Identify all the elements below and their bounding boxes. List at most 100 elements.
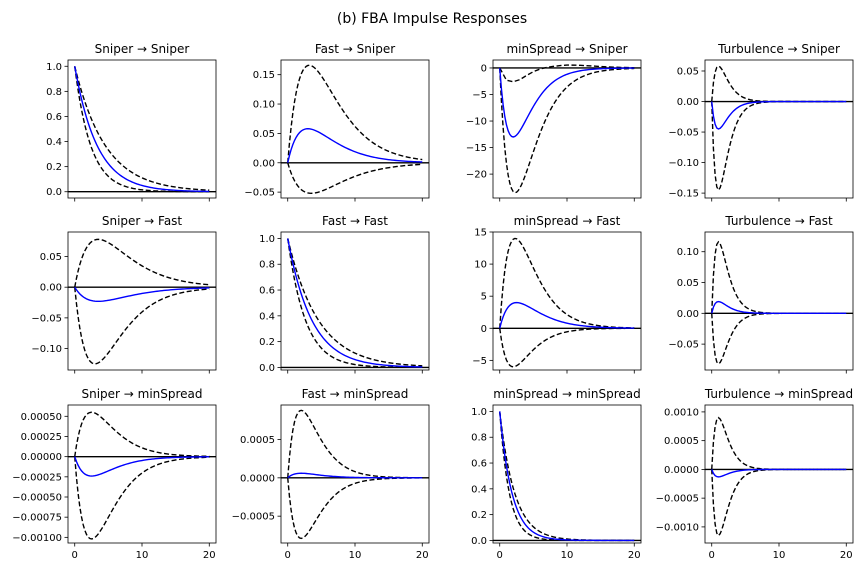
- y-tick-label: 0.00000: [21, 452, 62, 463]
- y-tick-label: 0.8: [471, 433, 487, 444]
- lower-band-line: [499, 67, 635, 194]
- y-tick-label: 0.10: [253, 100, 275, 111]
- irf-line: [711, 100, 847, 130]
- y-tick-label: 0.0005: [664, 436, 699, 447]
- y-tick-label: 0.0005: [240, 435, 275, 446]
- x-tick-label: 20: [203, 550, 216, 561]
- y-tick-label: 5: [481, 292, 487, 303]
- y-tick-label: 0.00025: [21, 432, 62, 443]
- irf-line: [74, 66, 210, 193]
- plot-frame: [492, 404, 642, 544]
- irf-panel-5: Sniper → Fast −0.10 −0.05 0.00 0.05: [31, 214, 217, 374]
- upper-band-line: [711, 416, 847, 471]
- y-tick-label: 0.05: [677, 278, 699, 289]
- panel-title: Fast → Fast: [322, 214, 388, 228]
- upper-band-line: [74, 411, 210, 458]
- lower-band-line: [499, 327, 635, 368]
- lower-band-line: [711, 468, 847, 537]
- x-tick-label: 0: [709, 550, 715, 561]
- panel-title: Turbulence → minSpread: [704, 387, 853, 401]
- y-tick-label: 1.0: [46, 62, 62, 73]
- irf-line: [499, 411, 635, 542]
- y-tick-label: 0.00: [677, 309, 699, 320]
- irf-panel-10: Fast → minSpread −0.0005 0.0000 0.0005 0 10 20: [232, 387, 430, 561]
- panel-title: minSpread → minSpread: [493, 387, 640, 401]
- y-tick-label: 0.0: [471, 536, 487, 547]
- y-tick-label: −0.0005: [656, 494, 699, 505]
- upper-band-line: [711, 65, 847, 103]
- x-tick-label: 10: [349, 550, 362, 561]
- panel-title: Fast → minSpread: [302, 387, 409, 401]
- y-tick-label: −0.05: [244, 188, 275, 199]
- plot-frame: [492, 231, 642, 371]
- y-tick-label: −0.0010: [656, 522, 699, 533]
- y-tick-label: 0.0010: [664, 407, 699, 418]
- y-tick-label: −0.00075: [12, 513, 62, 524]
- plot-frame: [704, 231, 854, 371]
- lower-band-line: [74, 66, 210, 193]
- y-tick-label: −0.0005: [232, 512, 275, 523]
- y-tick-label: 0.6: [471, 459, 487, 470]
- y-tick-label: 0.15: [253, 70, 275, 81]
- y-tick-label: 0.05: [677, 66, 699, 77]
- panel-title: Sniper → Sniper: [95, 42, 190, 56]
- y-tick-label: 0.4: [259, 311, 275, 322]
- y-tick-label: 0.4: [46, 137, 62, 148]
- y-tick-label: 0.00050: [21, 412, 62, 423]
- y-tick-label: −10: [466, 117, 487, 128]
- y-tick-label: 0.8: [259, 260, 275, 271]
- x-tick-label: 20: [840, 550, 853, 561]
- y-tick-label: −20: [466, 170, 487, 181]
- y-tick-label: −0.10: [31, 344, 62, 355]
- lower-band-line: [711, 312, 847, 365]
- plot-frame: [67, 404, 217, 544]
- y-tick-label: −15: [466, 143, 487, 154]
- irf-line: [287, 238, 423, 368]
- y-tick-label: 0.05: [253, 129, 275, 140]
- irf-panel-4: Turbulence → Sniper −0.15 −0.10 −0.05 0.00 0.…: [668, 42, 854, 202]
- panel-title: minSpread → Fast: [514, 214, 621, 228]
- x-tick-label: 0: [497, 550, 503, 561]
- irf-line: [711, 300, 847, 315]
- x-tick-label: 0: [72, 550, 78, 561]
- panel-title: Sniper → minSpread: [81, 387, 202, 401]
- panel-title: Turbulence → Sniper: [717, 42, 840, 56]
- lower-band-line: [74, 287, 210, 365]
- plot-frame: [280, 404, 430, 544]
- x-tick-label: 10: [136, 550, 149, 561]
- y-tick-label: 0.0: [46, 187, 62, 198]
- panel-title: Fast → Sniper: [315, 42, 395, 56]
- y-tick-label: 0.00: [40, 283, 62, 294]
- y-tick-label: 0: [481, 63, 487, 74]
- y-tick-label: −0.00025: [12, 472, 62, 483]
- lower-band-line: [287, 162, 423, 195]
- y-tick-label: −5: [472, 90, 487, 101]
- y-tick-label: 0.05: [40, 252, 62, 263]
- y-tick-label: 10: [474, 260, 487, 271]
- upper-band-line: [711, 240, 847, 315]
- irf-line: [287, 128, 423, 163]
- y-tick-label: 0.2: [259, 337, 275, 348]
- y-tick-label: −0.00100: [12, 533, 62, 544]
- x-tick-label: 20: [628, 550, 641, 561]
- x-tick-label: 10: [561, 550, 574, 561]
- y-tick-label: 0.00: [677, 97, 699, 108]
- y-tick-label: 0.4: [471, 484, 487, 495]
- y-tick-label: −0.05: [668, 340, 699, 351]
- upper-band-line: [499, 411, 635, 542]
- y-tick-label: 1.0: [259, 234, 275, 245]
- y-tick-label: 1.0: [471, 407, 487, 418]
- y-tick-label: −0.05: [31, 313, 62, 324]
- y-tick-label: −0.10: [668, 158, 699, 169]
- y-tick-label: 0.0000: [664, 465, 699, 476]
- irf-panel-1: Sniper → Sniper 0.0 0.2 0.4 0.6 0.8 1.0: [46, 42, 217, 202]
- panel-title: Sniper → Fast: [102, 214, 183, 228]
- y-tick-label: 0.00: [253, 158, 275, 169]
- y-tick-label: 0.0: [259, 363, 275, 374]
- irf-panel-12: Turbulence → minSpread −0.0010 −0.0005 0.00…: [656, 387, 854, 561]
- irf-panel-7: minSpread → Fast −5 0 5 10 15: [472, 214, 642, 374]
- upper-band-line: [287, 238, 423, 367]
- y-tick-label: 0.2: [471, 510, 487, 521]
- y-tick-label: −0.05: [668, 128, 699, 139]
- lower-band-line: [711, 100, 847, 192]
